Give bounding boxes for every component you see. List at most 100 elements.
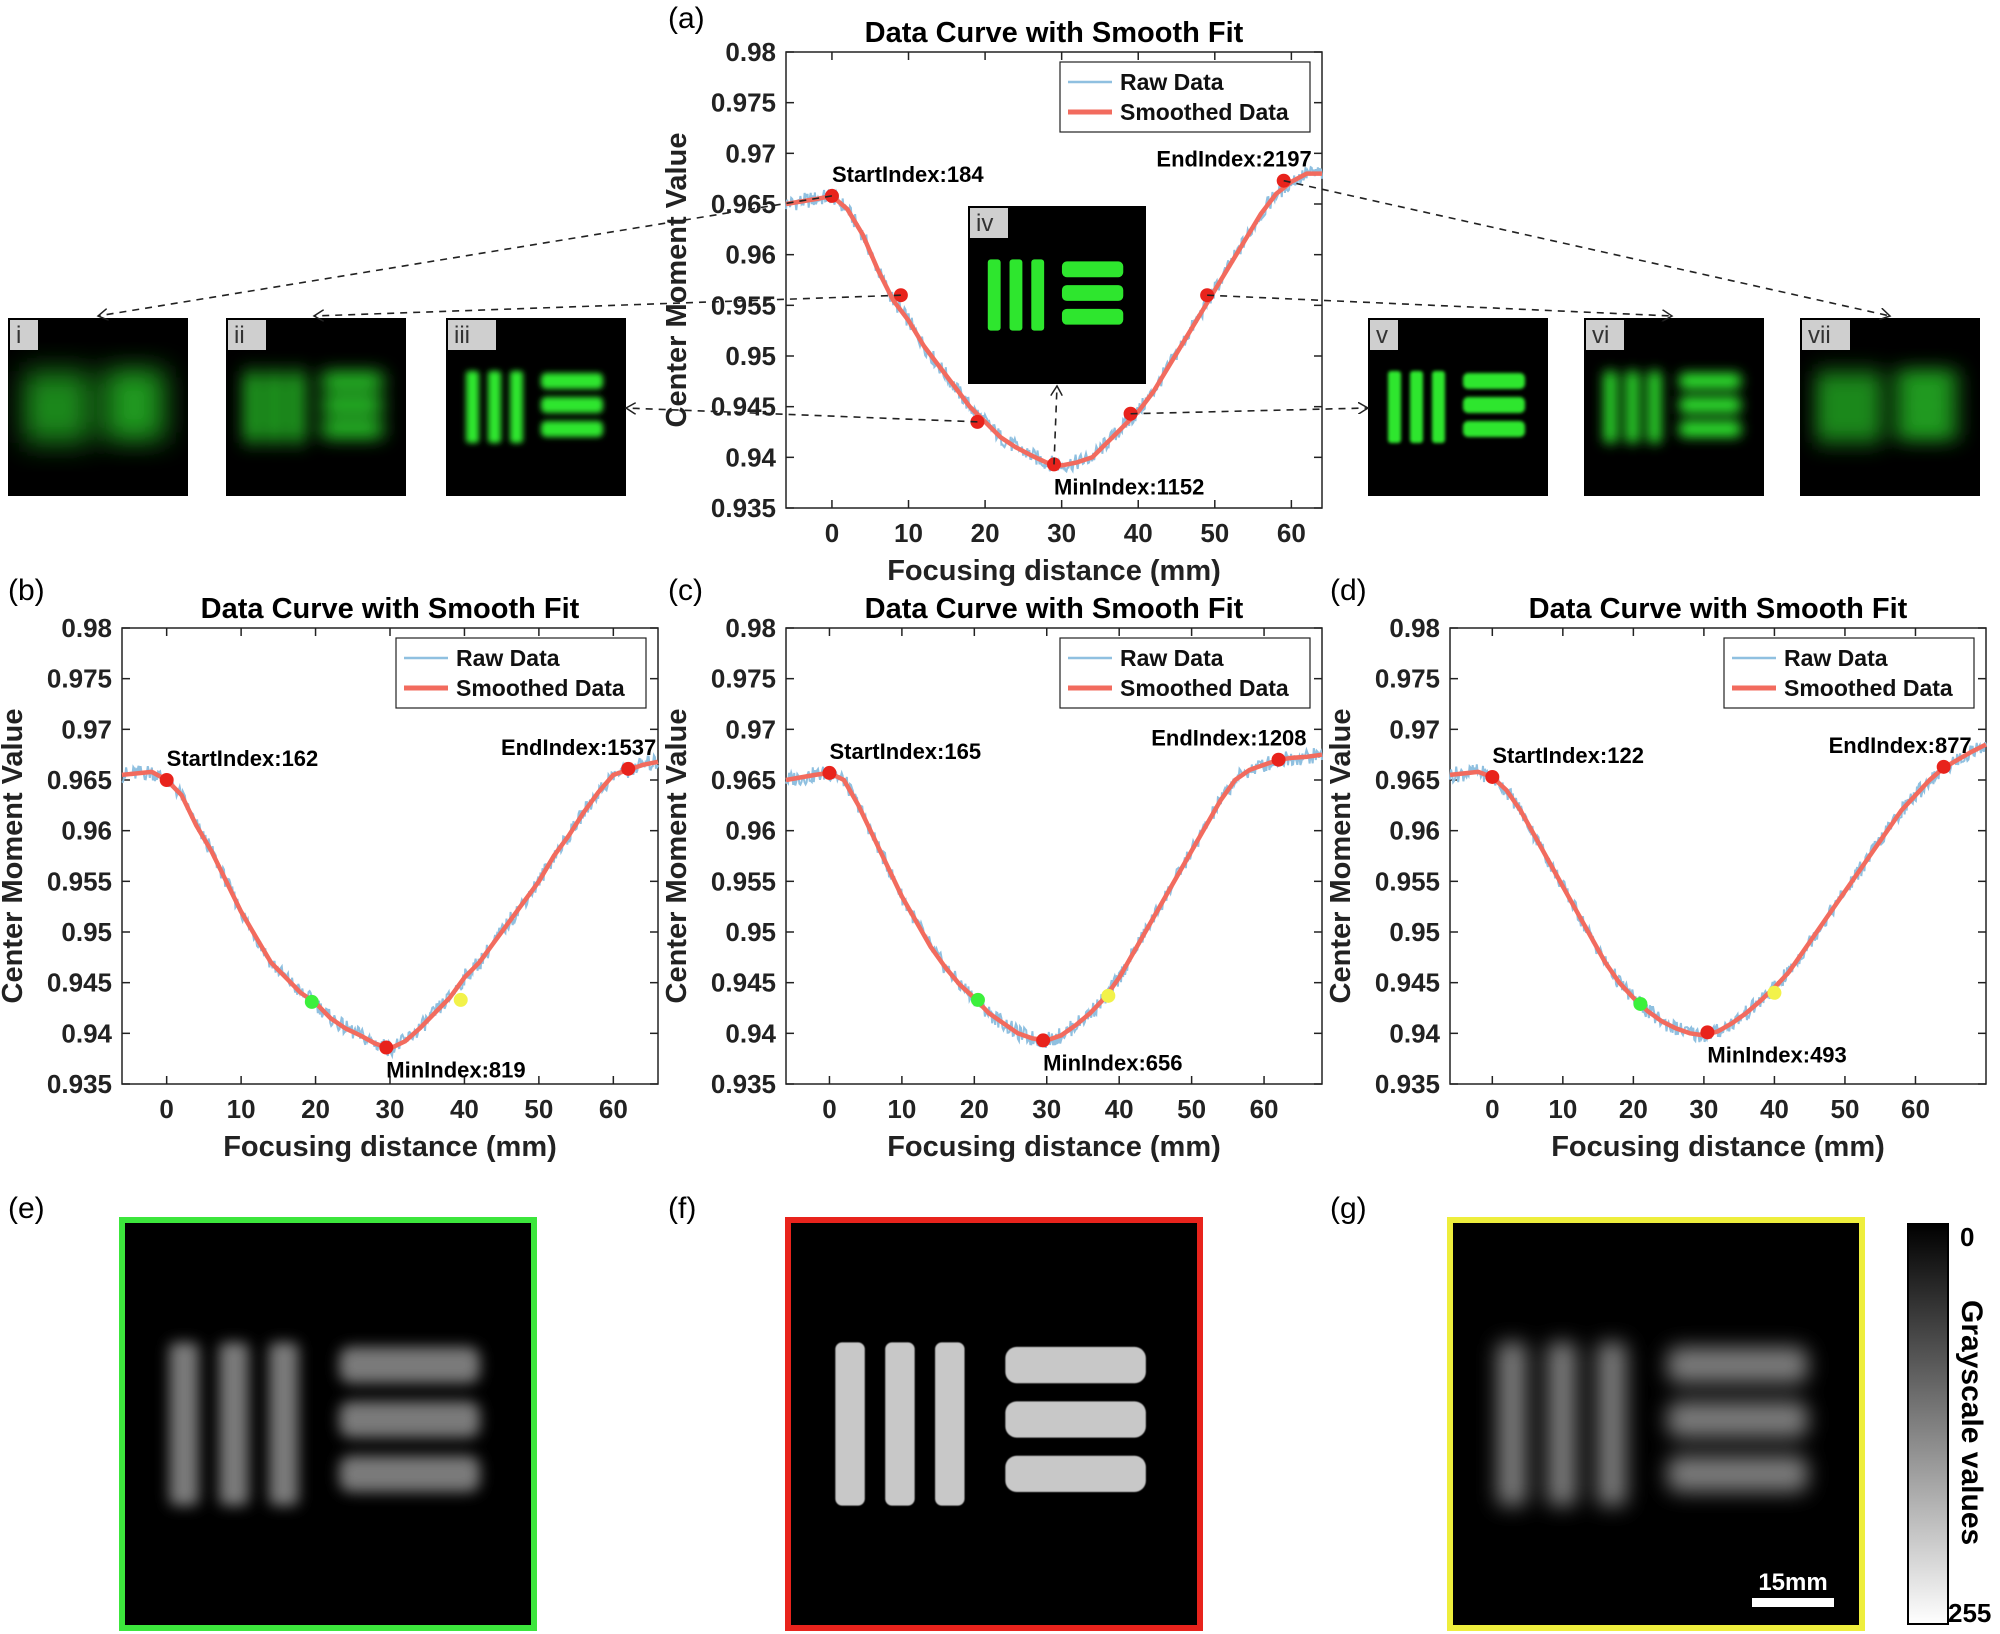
legend-box [395, 637, 647, 709]
x-tick-label: 20 [1619, 1094, 1648, 1124]
vertical-bar [488, 371, 501, 443]
x-tick-label: 60 [1277, 518, 1306, 548]
connector-arrow [1054, 386, 1057, 465]
y-tick-label: 0.955 [1375, 866, 1440, 896]
horizontal-bar [1895, 421, 1957, 437]
vertical-bar [885, 1342, 915, 1506]
x-tick-label: 50 [1177, 1094, 1206, 1124]
panel-label: (c) [668, 574, 703, 607]
colorbar-max-label: 255 [1948, 1598, 1991, 1628]
pattern-image [1452, 1222, 1860, 1626]
chart-title: Data Curve with Smooth Fit [201, 593, 580, 625]
vertical-bar [1009, 259, 1023, 331]
y-tick-label: 0.97 [725, 138, 776, 168]
marker-point [1485, 769, 1500, 784]
x-tick-label: 30 [376, 1094, 405, 1124]
vertical-bar [1432, 371, 1445, 443]
y-tick-label: 0.955 [711, 866, 776, 896]
x-tick-label: 30 [1689, 1094, 1718, 1124]
x-axis-label: Focusing distance (mm) [1551, 1131, 1885, 1163]
horizontal-bar [1005, 1455, 1146, 1492]
x-tick-label: 60 [1250, 1094, 1279, 1124]
y-tick-label: 0.935 [1375, 1069, 1440, 1099]
legend-label-smooth: Smoothed Data [1784, 675, 1953, 701]
x-tick-label: 20 [960, 1094, 989, 1124]
x-tick-label: 10 [887, 1094, 916, 1124]
y-tick-label: 0.965 [1375, 765, 1440, 795]
marker-label: MinIndex:819 [386, 1058, 525, 1083]
marker-point [1036, 1033, 1051, 1048]
colorbar-title: Grayscale values [1955, 1300, 1988, 1545]
vertical-bar [28, 371, 41, 443]
legend-box [1059, 637, 1311, 709]
pattern-bars [466, 371, 603, 443]
horizontal-bar [541, 421, 603, 437]
y-tick-label: 0.945 [1375, 968, 1440, 998]
vertical-bar [1410, 371, 1423, 443]
smoothed-data-line [121, 759, 659, 1051]
y-tick-label: 0.98 [725, 37, 776, 67]
horizontal-bar [321, 421, 383, 437]
marker-point [453, 992, 468, 1007]
horizontal-bar [103, 373, 165, 389]
panel-label: (d) [1330, 574, 1367, 607]
y-tick-label: 0.975 [47, 664, 112, 694]
vertical-bar [466, 371, 479, 443]
horizontal-bar [321, 373, 383, 389]
vertical-bar [50, 371, 63, 443]
y-tick-label: 0.96 [725, 816, 776, 846]
legend-box [1723, 637, 1975, 709]
horizontal-bar [321, 397, 383, 413]
y-tick-label: 0.975 [711, 88, 776, 118]
y-tick-label: 0.94 [61, 1018, 112, 1048]
x-tick-label: 50 [524, 1094, 553, 1124]
horizontal-bar [1463, 397, 1525, 413]
thumbnail-v: v [1368, 318, 1548, 496]
y-tick-label: 0.955 [711, 290, 776, 320]
thumbnail-vi: vi [1584, 318, 1764, 496]
thumbnail-label: ii [234, 322, 245, 349]
marker-point [159, 773, 174, 787]
panel-frame [119, 1217, 537, 1631]
x-tick-label: 0 [825, 518, 839, 548]
connector-arrow [1283, 179, 1890, 316]
colorbar: 0 255 Grayscale values [1907, 1222, 1991, 1628]
marker-label: StartIndex:122 [1492, 743, 1644, 768]
vertical-bar [219, 1342, 249, 1506]
vertical-bar [1547, 1342, 1577, 1506]
vertical-bar [835, 1342, 865, 1506]
y-tick-label: 0.955 [47, 866, 112, 896]
thumbnail-label: vii [1808, 322, 1831, 349]
y-tick-label: 0.965 [711, 765, 776, 795]
pattern-bars [28, 371, 165, 443]
y-axis-label: Center Moment Value [661, 133, 693, 428]
marker-label: StartIndex:162 [167, 746, 319, 771]
x-tick-label: 30 [1047, 518, 1076, 548]
x-tick-label: 50 [1200, 518, 1229, 548]
vertical-bar [1820, 371, 1833, 443]
chart-panel-b: (b) Data Curve with Smooth Fit 0.935 0.94 0.… [0, 574, 659, 1163]
vertical-bar [1842, 371, 1855, 443]
horizontal-bar [1895, 397, 1957, 413]
x-tick-label: 40 [450, 1094, 479, 1124]
y-tick-label: 0.94 [725, 1018, 776, 1048]
y-tick-label: 0.935 [711, 493, 776, 523]
marker-point [1767, 985, 1782, 1000]
scale-bar-label: 15mm [1758, 1569, 1827, 1596]
marker-label: MinIndex:656 [1043, 1050, 1182, 1075]
y-tick-label: 0.98 [1389, 613, 1440, 643]
horizontal-bar [1061, 285, 1124, 301]
x-axis-label: Focusing distance (mm) [887, 555, 1221, 587]
thumbnail-label: vi [1592, 322, 1609, 349]
vertical-bar [1031, 259, 1045, 331]
horizontal-bar [1463, 373, 1525, 389]
horizontal-bar [1679, 397, 1741, 413]
thumbnail-tag [228, 320, 266, 350]
legend-label-raw: Raw Data [1120, 69, 1224, 95]
thumbnail-tag [448, 320, 496, 350]
pattern-bars [835, 1342, 1146, 1506]
panel-label: (a) [668, 2, 705, 35]
bottom-panels: (e) (f) (g) 15mm [8, 1192, 1865, 1631]
thumbnail-tag [1586, 320, 1624, 350]
axes-box [785, 627, 1323, 1085]
